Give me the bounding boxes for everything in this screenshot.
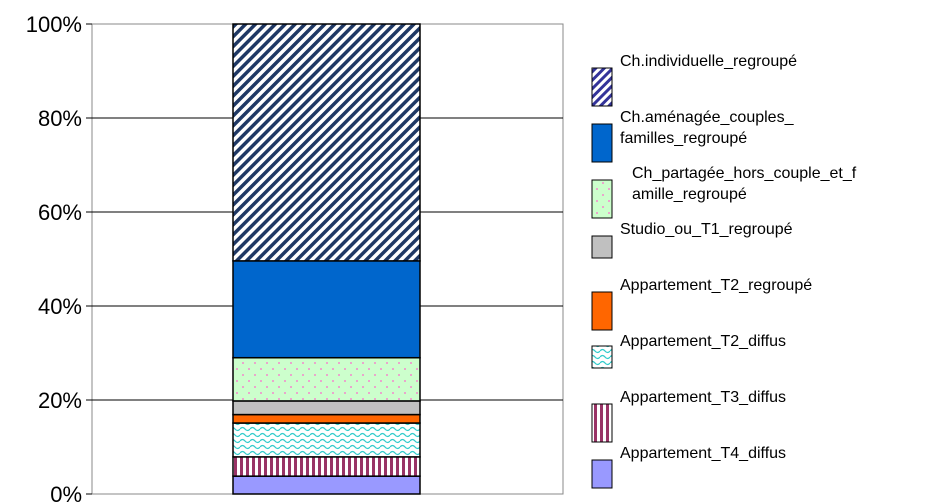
legend-swatch [591,67,613,107]
legend-label: Appartement_T2_regroupé [620,277,812,294]
bar-segment [232,475,421,495]
y-tick-label: 20% [38,388,82,413]
bar-segment [232,356,421,402]
bar-segment [232,422,421,458]
y-axis-ticks: 0% 20% 40% 60% 80% 100% [26,12,92,502]
bar-segments [232,23,421,495]
bar-segment [232,400,421,416]
y-tick-label: 80% [38,106,82,131]
legend-swatch [591,345,613,369]
y-tick-label: 100% [26,12,82,37]
legend-swatch [591,403,613,443]
legend-swatch [591,123,613,163]
y-tick-label: 0% [50,482,82,502]
legend-label: amille_regroupé [632,186,747,203]
bar-segment [232,23,421,262]
legend-swatch [591,179,613,219]
bar-segment [232,413,421,424]
bar-segment [232,260,421,359]
legend-label: Ch.aménagée_couples_ [620,109,795,126]
legend-label: Appartement_T4_diffus [620,445,786,462]
bar-segment [232,456,421,477]
y-tick-label: 40% [38,294,82,319]
legend-swatch [591,291,613,331]
legend-label: Ch_partagée_hors_couple_et_f [632,165,857,182]
legend-swatch [591,235,613,259]
legend-swatch [591,459,613,489]
legend-label: Appartement_T2_diffus [620,333,786,350]
legend-label: Ch.individuelle_regroupé [620,53,797,70]
legend: Ch.individuelle_regroupé Ch.aménagée_coup… [591,53,857,489]
legend-label: Studio_ou_T1_regroupé [620,221,793,238]
y-tick-label: 60% [38,200,82,225]
legend-label: familles_regroupé [620,130,747,147]
legend-label: Appartement_T3_diffus [620,389,786,406]
